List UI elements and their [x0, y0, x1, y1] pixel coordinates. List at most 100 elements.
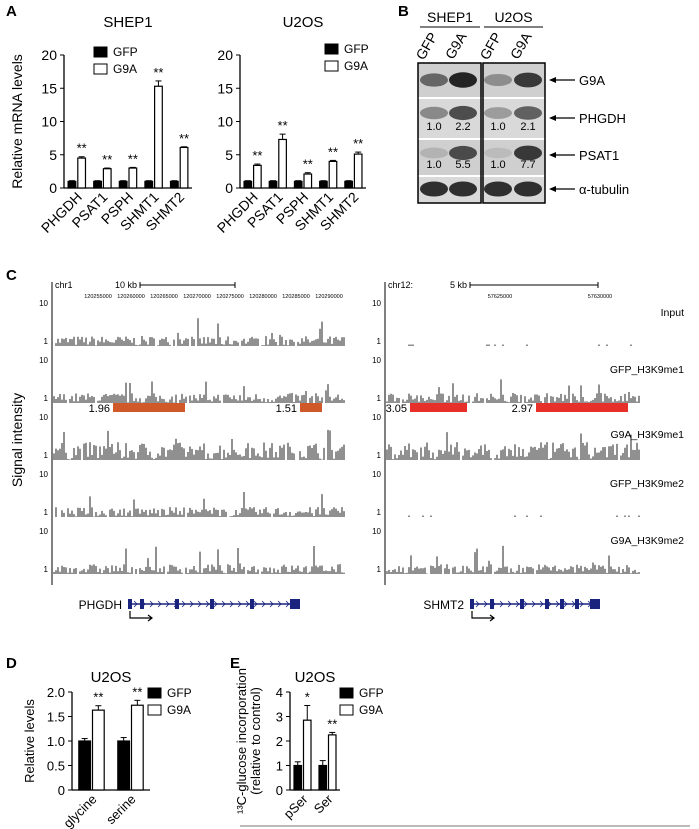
blot-band — [420, 147, 448, 159]
bar — [303, 173, 313, 189]
signal-track — [386, 545, 640, 574]
legend-label: G9A — [113, 62, 137, 76]
peak-region — [300, 403, 322, 412]
panel-letter: B — [398, 3, 409, 20]
bar — [293, 180, 303, 189]
blot-band — [420, 106, 448, 120]
bar — [130, 704, 144, 791]
intron-chevron — [523, 600, 528, 608]
exon — [545, 599, 549, 609]
track-axis-label: 10 — [372, 527, 381, 536]
intron-chevron — [245, 600, 250, 608]
peak-score: 1.51 — [276, 403, 297, 415]
significance: * — [305, 689, 310, 704]
blot-band — [449, 72, 477, 88]
protein-label: PSAT1 — [579, 148, 619, 163]
y-axis-label: ¹³C-glucose incorporation — [234, 668, 249, 814]
bar — [117, 740, 131, 791]
peak-score: 3.05 — [386, 403, 407, 415]
track-axis-label: 10 — [39, 356, 48, 365]
track-axis-label: 1 — [44, 337, 49, 346]
quantification: 7.7 — [520, 159, 535, 171]
chromosome: chr12: — [388, 280, 413, 290]
legend-swatch — [339, 687, 354, 699]
bar — [91, 709, 105, 791]
y-tick-label: 0 — [225, 180, 233, 196]
bar — [77, 157, 87, 189]
significance: ** — [179, 131, 189, 146]
intron-chevron — [197, 600, 202, 608]
legend-label: GFP — [359, 686, 384, 700]
y-tick-label: 2.0 — [47, 685, 65, 700]
coordinate: 120260000 — [117, 294, 145, 300]
y-tick-label: 0.5 — [47, 759, 65, 774]
arrow-head — [549, 115, 556, 121]
blot-band — [420, 181, 448, 197]
legend-swatch — [324, 60, 339, 72]
scale-bar — [139, 282, 236, 288]
coordinate: 57625000 — [488, 294, 512, 300]
track-axis-label: 10 — [372, 470, 381, 479]
legend-label: GFP — [113, 45, 138, 59]
x-tick-label: Ser — [311, 791, 336, 816]
quantification: 1.0 — [490, 159, 505, 171]
track-axis-label: 10 — [39, 299, 48, 308]
exon — [575, 599, 579, 609]
exon — [520, 599, 524, 609]
intron-chevron — [165, 600, 170, 608]
bar — [302, 719, 312, 791]
quantification: 5.5 — [455, 159, 470, 171]
track-axis-label: 1 — [44, 394, 49, 403]
exon — [290, 599, 300, 609]
legend-label: G9A — [344, 59, 368, 73]
blot-band — [484, 147, 512, 159]
intron-chevron — [221, 600, 226, 608]
signal-track — [53, 429, 345, 460]
lane-label: G9A — [442, 29, 470, 62]
blot-group: U2OS — [494, 9, 532, 25]
y-tick-label: 10 — [217, 114, 233, 130]
intron-chevron — [261, 600, 266, 608]
legend-label: GFP — [344, 42, 369, 56]
track-axis-label: 10 — [372, 413, 381, 422]
intron-chevron — [149, 600, 154, 608]
intron-chevron — [133, 600, 138, 608]
intron-chevron — [189, 600, 194, 608]
track-name: GFP_H3K9me2 — [610, 478, 684, 490]
legend-label: G9A — [359, 703, 383, 717]
quantification: 2.1 — [520, 121, 535, 133]
scale-bar — [469, 282, 599, 288]
bar — [328, 160, 338, 189]
blot-band — [514, 106, 542, 120]
legend-swatch — [93, 63, 108, 75]
lane-label: G9A — [507, 29, 535, 62]
bar — [319, 180, 328, 189]
blot-band — [514, 72, 542, 88]
intron-chevron — [515, 600, 520, 608]
intron-chevron — [269, 600, 274, 608]
panel-letter: D — [6, 655, 17, 672]
intron-chevron — [563, 600, 568, 608]
legend-label: GFP — [167, 686, 192, 700]
coordinate: 120290000 — [315, 294, 343, 300]
track-axis-label: 1 — [377, 508, 382, 517]
y-tick-label: 0 — [49, 180, 57, 196]
bar — [293, 764, 303, 791]
significance: ** — [153, 65, 163, 80]
track-name: G9A_H3K9me2 — [610, 535, 684, 547]
significance: ** — [328, 144, 338, 159]
bar — [169, 180, 179, 189]
y-tick-label: 2 — [276, 734, 283, 749]
blot-frame — [417, 62, 482, 204]
track-name: GFP_H3K9me1 — [610, 364, 684, 376]
track-axis-label: 10 — [372, 299, 381, 308]
track-axis-label: 10 — [372, 356, 381, 365]
tss-arrow — [471, 611, 495, 622]
intron-chevron — [237, 600, 242, 608]
bar — [154, 85, 163, 189]
intron-chevron — [499, 600, 504, 608]
bar — [78, 740, 92, 791]
scale-label: 10 kb — [115, 280, 137, 290]
blot-band — [484, 181, 512, 197]
signal-track — [53, 546, 345, 574]
